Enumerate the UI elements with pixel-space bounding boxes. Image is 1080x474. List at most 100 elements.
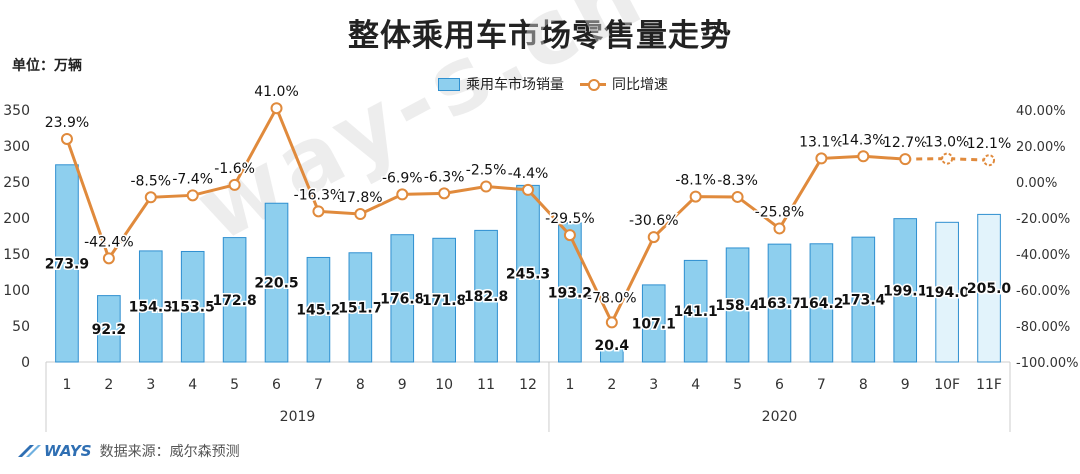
bar — [725, 247, 750, 363]
bar — [432, 237, 456, 363]
bar-value-label: 182.8 — [464, 289, 508, 305]
bar-value-label: 245.3 — [506, 267, 550, 283]
bar — [600, 346, 624, 363]
bar — [97, 295, 121, 363]
growth-value-label: -7.4% — [172, 171, 213, 187]
x-tick-label: 7 — [314, 377, 323, 393]
growth-line-forecast — [905, 157, 990, 162]
x-tick-label: 9 — [901, 377, 910, 393]
bar — [851, 236, 876, 363]
bar-value-label: 171.8 — [422, 293, 466, 309]
bar — [222, 237, 247, 363]
x-tick-label: 1 — [62, 377, 71, 393]
legend-line-swatch — [580, 78, 606, 91]
bar-value-label: 164.2 — [799, 296, 843, 312]
growth-value-label: 13.1% — [799, 134, 843, 150]
bar-value-label: 199.1 — [883, 283, 927, 299]
y-right-tick-label: 0.00% — [1016, 176, 1057, 191]
ways-logo-icon — [18, 445, 41, 457]
bar-value-label: 151.7 — [338, 300, 382, 316]
x-tick-label: 6 — [775, 377, 784, 393]
growth-point — [815, 152, 828, 165]
bar-value-label: 205.0 — [967, 281, 1012, 297]
x-tick-label: 2 — [104, 377, 113, 393]
y-right-tick-label: 40.00% — [1016, 104, 1066, 119]
growth-point — [647, 231, 660, 244]
legend-bar-label: 乘用车市场销量 — [466, 77, 564, 93]
growth-point — [773, 222, 786, 235]
growth-value-label: -4.4% — [508, 166, 549, 182]
bar-value-label: 176.8 — [380, 291, 424, 307]
bar — [180, 250, 205, 363]
bar-value-label: 163.7 — [757, 296, 801, 312]
growth-value-label: 14.3% — [841, 132, 885, 148]
growth-value-label: -8.3% — [717, 173, 758, 189]
growth-point — [857, 150, 870, 163]
x-tick-label: 1 — [565, 377, 574, 393]
growth-value-label: -29.5% — [545, 211, 595, 227]
growth-point — [941, 152, 954, 165]
bar-value-label: 153.5 — [171, 300, 215, 316]
bar — [390, 234, 415, 363]
bar — [138, 250, 163, 363]
bar-value-label: 193.2 — [548, 285, 592, 301]
y-left-tick-label: 350 — [3, 103, 30, 119]
growth-point — [522, 183, 534, 196]
growth-point — [438, 187, 451, 200]
bar — [935, 221, 959, 363]
growth-value-label: -6.3% — [424, 169, 465, 185]
bar-value-label: 172.8 — [212, 293, 256, 309]
x-tick-label: 4 — [188, 377, 197, 393]
y-left-tick-label: 100 — [3, 283, 30, 299]
growth-value-label: -30.6% — [629, 213, 679, 229]
growth-point — [144, 191, 157, 204]
legend-item-bars[interactable]: 乘用车市场销量 — [438, 74, 564, 94]
growth-value-label: 23.9% — [45, 115, 89, 131]
growth-point — [60, 132, 73, 145]
bar — [893, 218, 918, 363]
y-right-tick-label: 20.00% — [1016, 140, 1066, 155]
bar — [558, 222, 582, 363]
bar — [683, 259, 708, 363]
bar-value-label: 154.3 — [129, 299, 173, 315]
x-tick-label: 5 — [733, 377, 742, 393]
bar — [55, 164, 79, 363]
x-tick-label: 3 — [146, 377, 155, 393]
source-text: 数据来源：威尔森预测 — [99, 444, 240, 460]
bar-value-label: 194.0 — [925, 285, 970, 301]
bar-value-label: 220.5 — [254, 276, 298, 292]
growth-point — [186, 189, 199, 202]
growth-value-label: -8.5% — [130, 173, 171, 189]
growth-value-label: 17.8% — [338, 190, 382, 206]
x-tick-label: 11F — [976, 377, 1002, 393]
growth-value-label: -6.9% — [382, 170, 423, 186]
bar — [641, 284, 666, 363]
x-tick-label: 2 — [607, 377, 616, 393]
x-tick-label: 11 — [477, 377, 495, 393]
legend-line-label: 同比增速 — [612, 77, 668, 93]
y-right-tick-label: -100.00% — [1016, 356, 1079, 371]
bar-value-label: 107.1 — [632, 316, 676, 332]
x-tick-label: 5 — [230, 377, 239, 393]
source-row: WAYS 数据来源：威尔森预测 — [16, 441, 240, 461]
legend: 乘用车市场销量 同比增速 — [438, 74, 668, 94]
x-tick-label: 9 — [398, 377, 407, 393]
bar — [264, 202, 289, 363]
x-tick-label: 6 — [272, 377, 281, 393]
y-left-tick-label: 200 — [3, 211, 30, 227]
bar-value-label: 173.4 — [841, 293, 886, 309]
legend-item-line[interactable]: 同比增速 — [580, 74, 668, 94]
bar-value-label: 20.4 — [595, 338, 630, 354]
x-tick-label: 10F — [934, 377, 960, 393]
growth-point — [563, 229, 576, 242]
y-right-tick-label: -20.00% — [1016, 212, 1070, 227]
y-right-tick-label: -40.00% — [1016, 248, 1070, 263]
x-tick-label: 3 — [649, 377, 658, 393]
growth-point — [480, 180, 493, 193]
bar — [306, 256, 331, 363]
growth-point — [312, 205, 325, 218]
x-tick-label: 10 — [435, 377, 453, 393]
growth-value-label: -8.1% — [675, 173, 716, 189]
growth-point — [689, 190, 702, 203]
bar-value-label: 141.1 — [674, 304, 718, 320]
